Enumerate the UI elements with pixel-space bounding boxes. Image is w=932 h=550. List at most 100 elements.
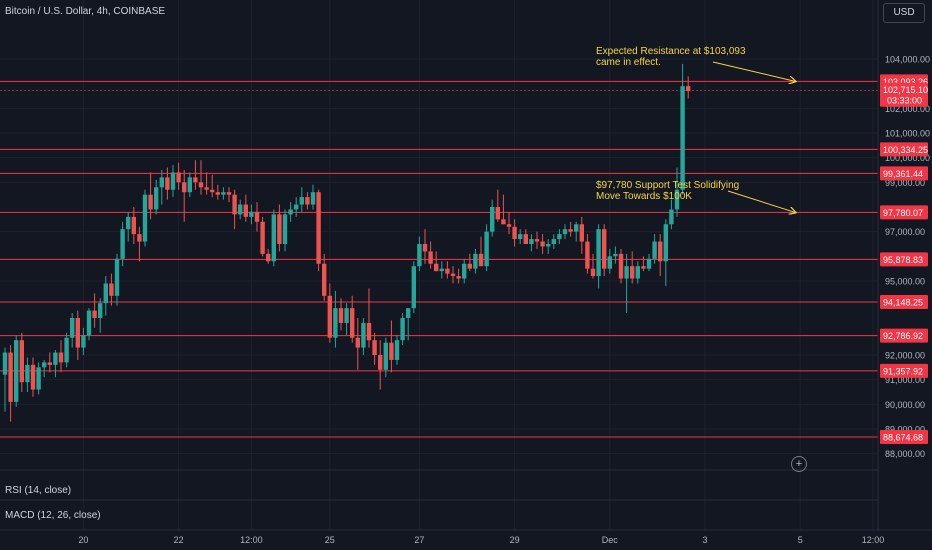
candle-up <box>310 192 316 205</box>
candle-down <box>372 340 377 355</box>
price-tick-label: 91,000.00 <box>885 375 925 385</box>
candle-down <box>243 204 248 217</box>
candle-down <box>226 192 232 195</box>
time-tick-label: 3 <box>702 535 707 545</box>
candle-down <box>506 224 512 227</box>
candle-up <box>187 177 192 193</box>
candle-up <box>159 177 164 188</box>
candle-down <box>165 177 170 190</box>
price-tick-label: 100,000.00 <box>885 153 930 163</box>
last-price-value: 102,715.10 <box>883 85 928 95</box>
last-price-tag <box>880 82 928 107</box>
candle-up <box>126 216 131 230</box>
candle-down <box>58 352 64 363</box>
currency-button[interactable]: USD <box>883 3 925 23</box>
price-level-value: 92,786.92 <box>883 331 923 341</box>
candle-up <box>680 86 685 190</box>
candle-up <box>271 214 276 262</box>
candle-down <box>30 364 36 390</box>
candle-up <box>529 239 534 244</box>
candle-up <box>394 340 400 360</box>
candle-up <box>652 241 657 259</box>
candle-up <box>624 266 629 279</box>
candle-down <box>322 263 327 296</box>
candle-up <box>546 244 551 247</box>
candle-down <box>75 318 80 348</box>
candle-up <box>406 308 411 318</box>
time-tick-label: 25 <box>325 535 335 545</box>
candle-up <box>221 192 226 195</box>
candle-up <box>596 229 601 277</box>
candle-up <box>383 342 388 370</box>
candle-down <box>658 241 663 262</box>
candle-up <box>142 194 148 242</box>
price-axis[interactable]: 104,000.00 102,000.00 101,000.00 100,000.00… <box>885 55 930 460</box>
candle-up <box>299 197 304 205</box>
annotation-arrow <box>727 190 795 212</box>
candle-up <box>14 340 19 402</box>
time-tick-label: 20 <box>78 535 88 545</box>
price-level-value: 91,357.92 <box>883 366 923 376</box>
candle-up <box>439 268 444 272</box>
candle-up <box>282 214 288 244</box>
candle-down <box>148 194 153 210</box>
candle-up <box>114 258 120 296</box>
candle-down <box>19 340 24 383</box>
candle-up <box>518 234 523 240</box>
price-level-lines <box>0 80 878 438</box>
candle-down <box>501 219 506 225</box>
time-tick-label: 12:00 <box>240 535 263 545</box>
candle-down <box>204 187 209 190</box>
candle-down <box>366 322 372 341</box>
candle-up <box>81 335 86 348</box>
price-tick-label: 104,000.00 <box>885 55 930 65</box>
candle-up <box>42 362 47 368</box>
price-level-value: 94,148.25 <box>883 298 923 308</box>
candle-up <box>25 364 30 383</box>
candle-down <box>495 207 500 220</box>
price-level-tag <box>880 430 928 445</box>
candle-down <box>534 239 540 242</box>
annotation-text: Expected Resistance at $103,093 <box>596 46 746 57</box>
candle-up <box>663 224 668 262</box>
candle-down <box>467 263 472 269</box>
symbol-title[interactable]: Bitcoin / U.S. Dollar, 4h, COINBASE <box>5 6 166 17</box>
time-tick-label: 27 <box>414 535 424 545</box>
candle-up <box>98 303 103 318</box>
candle-up <box>613 253 618 257</box>
price-level-tag <box>880 166 928 181</box>
candle-down <box>137 234 142 242</box>
candle-down <box>602 229 607 269</box>
candle-up <box>674 189 680 210</box>
candle-down <box>327 295 332 338</box>
price-tick-label: 90,000.00 <box>885 400 925 410</box>
candle-down <box>198 182 204 188</box>
price-level-tag <box>880 328 928 343</box>
price-level-value: 88,674.68 <box>883 433 923 443</box>
annotation-arrow <box>712 61 795 81</box>
price-level-value: 95,878.83 <box>883 255 923 265</box>
candle-down <box>260 221 265 254</box>
candle-down <box>305 197 310 205</box>
candle-down <box>176 172 181 183</box>
candle-up <box>36 367 41 390</box>
candle-down <box>445 268 450 274</box>
time-axis[interactable]: 20 22 12:00 25 27 29 Dec 3 5 12:00 <box>78 535 884 545</box>
candle-up <box>333 308 338 338</box>
candle-up <box>361 322 366 348</box>
candle-down <box>434 263 439 272</box>
macd-indicator-label[interactable]: MACD (12, 26, close) <box>5 510 101 521</box>
price-tick-label: 92,000.00 <box>885 351 925 361</box>
candle-up <box>294 204 299 210</box>
price-level-value: 97,780.07 <box>883 208 923 218</box>
annotation-text: came in effect. <box>596 57 661 68</box>
candle-down <box>316 192 321 264</box>
candle-down <box>131 216 136 235</box>
rsi-indicator-label[interactable]: RSI (14, close) <box>5 485 72 496</box>
candle-down <box>450 273 456 277</box>
price-tick-label: 101,000.00 <box>885 129 930 139</box>
add-icon[interactable]: + <box>791 456 807 472</box>
candle-down <box>389 342 394 360</box>
candle-up <box>417 244 422 267</box>
